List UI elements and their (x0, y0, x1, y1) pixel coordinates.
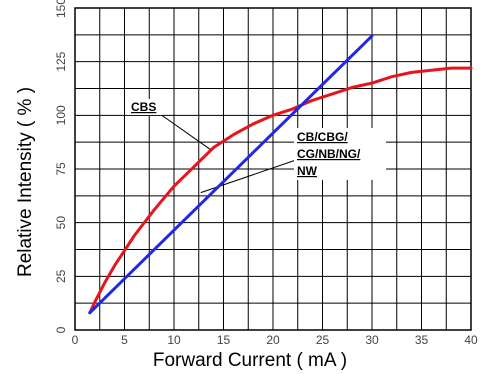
y-tick-label: 150 (54, 0, 68, 18)
x-tick-label: 35 (415, 333, 429, 347)
x-tick-label: 20 (266, 333, 280, 347)
label-bg (294, 128, 386, 180)
annotation-labels: CBS CB/CBG/CG/NB/NG/NW (127, 99, 386, 180)
y-tick-label: 50 (54, 216, 68, 230)
x-tick-label: 30 (365, 333, 379, 347)
x-axis-title: Forward Current ( mA ) (153, 350, 347, 371)
x-tick-label: 10 (167, 333, 181, 347)
annotation-multi-line: CB/CBG/ (297, 130, 348, 144)
x-tick-label: 0 (72, 333, 79, 347)
y-tick-label: 125 (54, 51, 68, 71)
y-tick-label: 75 (54, 162, 68, 176)
series-lines (88, 34, 473, 315)
y-tick-label: 100 (54, 105, 68, 125)
label-bg (127, 99, 162, 115)
y-tick-label: 25 (54, 269, 68, 283)
series-line-cbs (88, 66, 473, 315)
series-line-cb-cbg (88, 34, 374, 315)
x-tick-label: 15 (217, 333, 231, 347)
y-axis-title: Relative Intensity ( % ) (15, 87, 36, 277)
y-tick-label: 0 (54, 326, 68, 333)
x-tick-label: 5 (121, 333, 128, 347)
x-tick-label: 25 (316, 333, 330, 347)
y-tick-labels: 0 25 50 75 100 125 150 (54, 0, 68, 333)
x-tick-label: 40 (464, 333, 478, 347)
annotation-multi-line: NW (297, 164, 318, 178)
plot-border (74, 7, 472, 331)
annotation-leader (159, 113, 211, 151)
annotation-multi-line: CG/NB/NG/ (297, 147, 361, 161)
x-tick-labels: 0 5 10 15 20 25 30 35 40 (72, 333, 478, 347)
annotation-cbs: CBS (131, 100, 156, 114)
